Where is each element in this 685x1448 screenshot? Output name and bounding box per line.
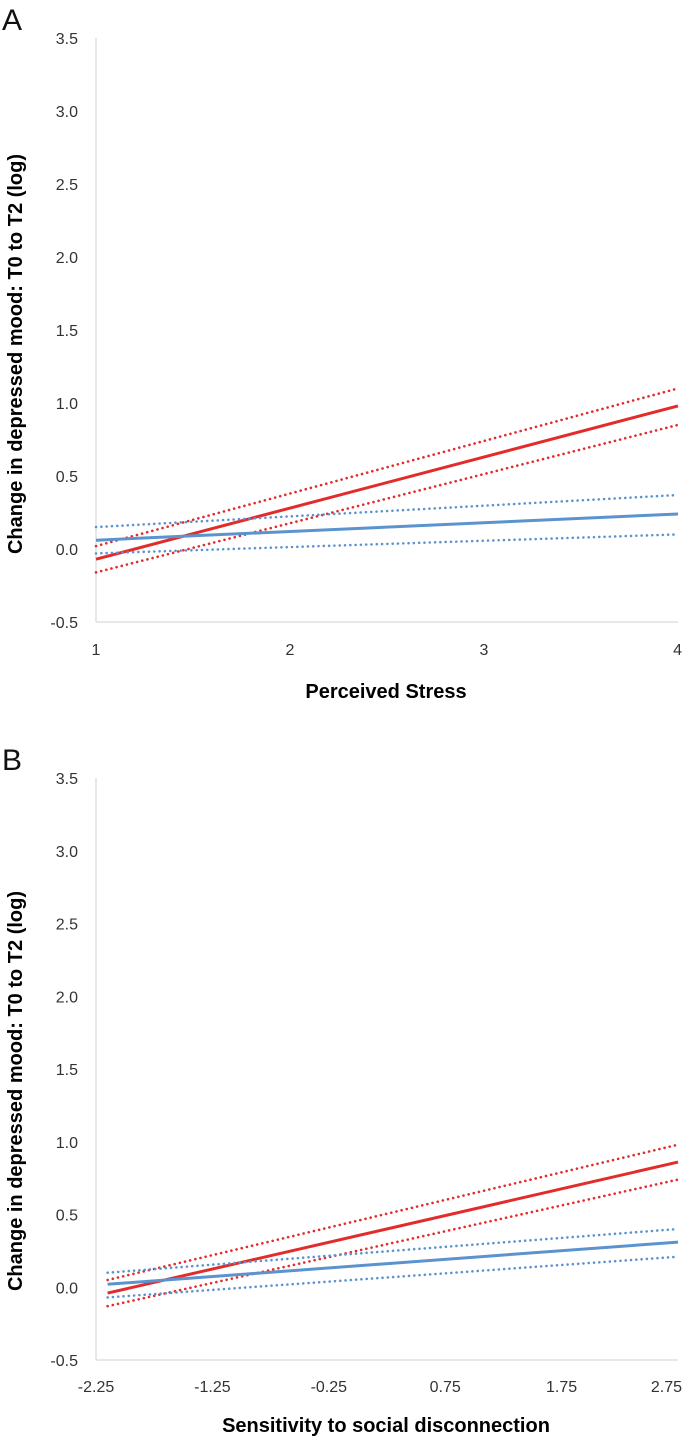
panel-a-line-blue-ci-upper [94,493,680,529]
panel-b-x-tick-label: -1.25 [194,1379,231,1396]
panel-a-y-tick-label: 2.0 [56,250,78,267]
panel-b-line-blue-ci-upper [106,1227,680,1274]
panel-a-y-tick-label: 2.5 [56,177,78,194]
panel-b-y-tick-label: 0.0 [56,1280,78,1297]
panel-a-series [94,387,680,574]
panel-b-y-tick-label: -0.5 [50,1353,78,1370]
panel-b-y-tick-label: 1.5 [56,1062,78,1079]
panel-b-x-tick-label: 2.75 [651,1379,682,1396]
panel-a-y-tick-label: 0.0 [56,542,78,559]
panel-a-line-red-estimate [95,404,679,561]
panel-a-line-blue-estimate [95,512,679,542]
panel-a-letter: A [2,4,22,37]
panel-a-y-ticks: -0.5 0.0 0.5 1.0 1.5 2.0 2.5 3.0 3.5 [50,31,78,632]
panel-b-chart: B Change in depressed mood: T0 to T2 (lo… [2,744,682,1437]
panel-b-y-tick-label: 0.5 [56,1208,78,1225]
panel-b-line-blue-estimate [107,1240,679,1286]
panel-a-y-axis-title: Change in depressed mood: T0 to T2 (log) [5,154,27,554]
panel-b-y-tick-label: 1.0 [56,1135,78,1152]
panel-a-x-tick-label: 3 [480,642,489,659]
panel-a-x-tick-label: 2 [286,642,295,659]
panel-a-x-tick-label: 4 [673,642,682,659]
panel-b-letter: B [2,744,22,777]
panel-a-y-tick-label: 3.5 [56,31,78,48]
panel-a-x-tick-label: 1 [92,642,101,659]
panel-a-x-axis-title: Perceived Stress [305,681,466,703]
panel-a-y-tick-label: 1.0 [56,396,78,413]
panel-a-y-tick-label: -0.5 [50,615,78,632]
panel-b-x-tick-label: 1.75 [546,1379,577,1396]
panel-a-line-blue-ci-lower [94,533,680,555]
panel-b-y-axis-title: Change in depressed mood: T0 to T2 (log) [5,891,27,1291]
panel-a-y-tick-label: 0.5 [56,469,78,486]
panel-b-y-tick-label: 3.0 [56,844,78,861]
panel-b-line-red-estimate [107,1160,679,1295]
panel-b-y-tick-label: 2.0 [56,989,78,1006]
panel-b-y-ticks: -0.5 0.0 0.5 1.0 1.5 2.0 2.5 3.0 3.5 [50,771,78,1370]
panel-b-x-ticks: -2.25 -1.25 -0.25 0.75 1.75 2.75 [78,1379,682,1396]
panel-b-line-blue-ci-lower [106,1255,680,1299]
panel-b-x-tick-label: -0.25 [311,1379,348,1396]
panel-a-line-red-ci-lower [94,423,680,574]
panel-a-chart: A Change in depressed mood: T0 to T2 (lo… [2,4,682,703]
panel-a-x-ticks: 1 2 3 4 [92,642,683,659]
panel-a-y-tick-label: 1.5 [56,323,78,340]
panel-b-y-tick-label: 2.5 [56,917,78,934]
panel-b-line-red-ci-upper [106,1143,680,1282]
panel-b-series [106,1143,680,1308]
panel-b-x-tick-label: 0.75 [430,1379,461,1396]
panel-b-line-red-ci-lower [106,1178,680,1308]
panel-b-x-tick-label: -2.25 [78,1379,115,1396]
panel-b-x-axis-title: Sensitivity to social disconnection [222,1415,550,1437]
panel-a-y-tick-label: 3.0 [56,104,78,121]
panel-b-y-tick-label: 3.5 [56,771,78,788]
panel-a-line-red-ci-upper [94,387,680,548]
